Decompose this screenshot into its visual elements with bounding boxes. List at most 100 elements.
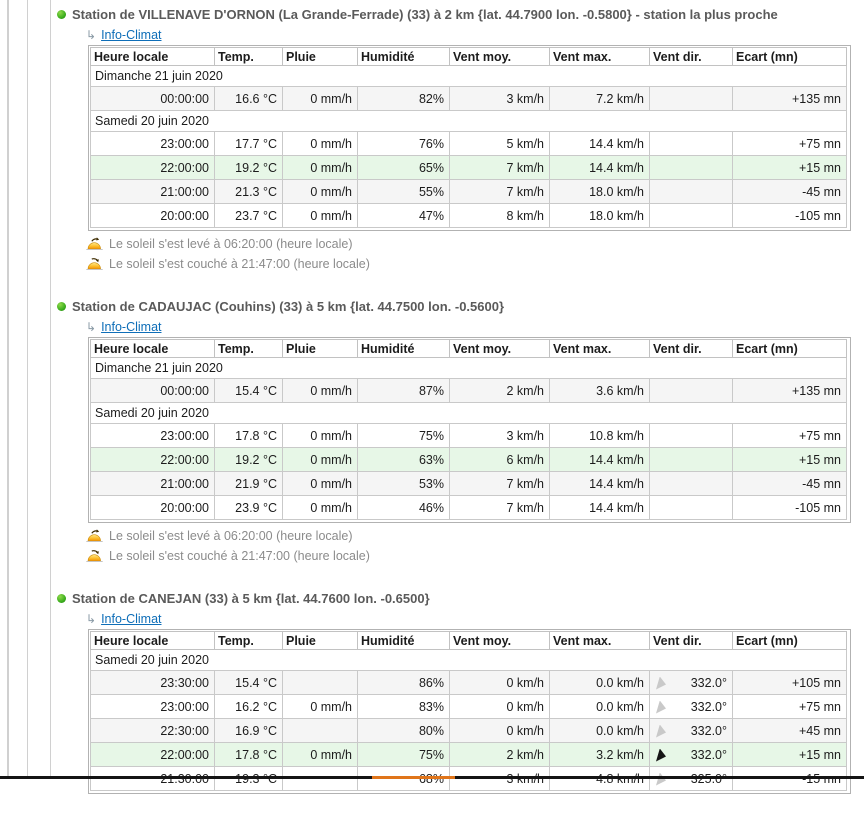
temp-cell: 16.2 °C [214, 694, 283, 719]
rain-cell: 0 mm/h [282, 471, 358, 496]
column-header: Vent dir. [649, 631, 733, 650]
wind-dir-cell [649, 423, 733, 448]
date-group-row: Dimanche 21 juin 2020 [90, 357, 847, 379]
date-group-row: Samedi 20 juin 2020 [90, 402, 847, 424]
left-gutter-line [7, 0, 9, 779]
rain-cell: 0 mm/h [282, 742, 358, 767]
humidity-cell: 86% [357, 670, 450, 695]
offset-cell: +45 mn [732, 718, 847, 743]
rain-cell: 0 mm/h [282, 203, 358, 228]
wind-max-cell: 3.2 km/h [549, 742, 650, 767]
wind-avg-cell: 0 km/h [449, 694, 550, 719]
column-header: Ecart (mn) [732, 47, 847, 66]
date-group-label: Samedi 20 juin 2020 [90, 402, 847, 424]
station-section: Station de CANEJAN (33) à 5 km {lat. 44.… [57, 591, 864, 794]
date-group-row: Dimanche 21 juin 2020 [90, 65, 847, 87]
rain-cell: 0 mm/h [282, 423, 358, 448]
info-climat-row: ↳ Info-Climat [86, 319, 864, 334]
temp-cell: 21.9 °C [214, 471, 283, 496]
return-arrow-icon: ↳ [86, 319, 97, 334]
wind-direction-arrow-icon [656, 724, 666, 738]
wind-direction-arrow-icon [656, 772, 666, 786]
sunrise-line: Le soleil s'est levé à 06:20:00 (heure l… [86, 528, 864, 543]
column-header: Ecart (mn) [732, 631, 847, 650]
return-arrow-icon: ↳ [86, 27, 97, 42]
wind-avg-cell: 5 km/h [449, 131, 550, 156]
wind-direction-value: 332.0° [690, 723, 727, 738]
sunset-text: Le soleil s'est couché à 21:47:00 (heure… [109, 256, 370, 271]
wind-dir-cell: 332.0° [649, 742, 733, 767]
rain-cell [282, 718, 358, 743]
time-cell: 20:00:00 [90, 203, 215, 228]
column-header: Heure locale [90, 47, 215, 66]
weather-data-row: 22:30:00 16.9 °C 80% 0 km/h 0.0 km/h 332.0° +4… [90, 718, 847, 743]
rain-cell: 0 mm/h [282, 155, 358, 180]
info-climat-link[interactable]: Info-Climat [101, 319, 162, 334]
offset-cell: +15 mn [732, 742, 847, 767]
rain-cell: 0 mm/h [282, 131, 358, 156]
wind-max-cell: 3.6 km/h [549, 378, 650, 403]
info-climat-row: ↳ Info-Climat [86, 611, 864, 626]
station-section: Station de CADAUJAC (Couhins) (33) à 5 k… [57, 299, 864, 563]
time-cell: 21:00:00 [90, 179, 215, 204]
wind-dir-cell [649, 378, 733, 403]
station-bullet-icon [57, 301, 66, 311]
weather-table-frame: Heure locale Temp. Pluie Humidité Vent moy. V… [88, 337, 851, 523]
wind-avg-cell: 7 km/h [449, 495, 550, 520]
wind-dir-cell: 332.0° [649, 718, 733, 743]
wind-max-cell: 7.2 km/h [549, 86, 650, 111]
weather-table: Heure locale Temp. Pluie Humidité Vent moy. V… [90, 47, 847, 228]
wind-avg-cell: 2 km/h [449, 742, 550, 767]
temp-cell: 16.6 °C [214, 86, 283, 111]
date-group-row: Samedi 20 juin 2020 [90, 110, 847, 132]
temp-cell: 17.8 °C [214, 742, 283, 767]
info-climat-link[interactable]: Info-Climat [101, 27, 162, 42]
rain-cell: 0 mm/h [282, 694, 358, 719]
left-gutter-line [50, 0, 51, 779]
offset-cell: +75 mn [732, 131, 847, 156]
sunset-icon [86, 258, 103, 270]
wind-avg-cell: 7 km/h [449, 179, 550, 204]
weather-data-row: 23:00:00 17.7 °C 0 mm/h 76% 5 km/h 14.4 km/h +… [90, 131, 847, 156]
offset-cell: -45 mn [732, 179, 847, 204]
wind-max-cell: 14.4 km/h [549, 471, 650, 496]
info-climat-link[interactable]: Info-Climat [101, 611, 162, 626]
column-header: Vent dir. [649, 339, 733, 358]
column-header: Pluie [282, 631, 358, 650]
weather-data-row: 00:00:00 15.4 °C 0 mm/h 87% 2 km/h 3.6 km/h +1… [90, 378, 847, 403]
wind-dir-cell [649, 131, 733, 156]
wind-direction-arrow-icon [656, 748, 666, 762]
sunrise-text: Le soleil s'est levé à 06:20:00 (heure l… [109, 528, 353, 543]
weather-data-row: 21:00:00 21.9 °C 0 mm/h 53% 7 km/h 14.4 km/h -… [90, 471, 847, 496]
humidity-cell: 53% [357, 471, 450, 496]
column-header: Temp. [214, 47, 283, 66]
weather-data-row: 21:00:00 21.3 °C 0 mm/h 55% 7 km/h 18.0 km/h -… [90, 179, 847, 204]
wind-dir-cell: 332.0° [649, 670, 733, 695]
column-header: Humidité [357, 47, 450, 66]
humidity-cell: 87% [357, 378, 450, 403]
station-title: Station de VILLENAVE D'ORNON (La Grande-… [72, 6, 778, 22]
station-bullet-icon [57, 9, 66, 19]
temp-cell: 17.8 °C [214, 423, 283, 448]
wind-max-cell: 0.0 km/h [549, 670, 650, 695]
sun-lines: Le soleil s'est levé à 06:20:00 (heure l… [86, 236, 864, 271]
column-header: Vent max. [549, 339, 650, 358]
offset-cell: +75 mn [732, 423, 847, 448]
humidity-cell: 75% [357, 423, 450, 448]
time-cell: 20:00:00 [90, 495, 215, 520]
weather-data-row: 23:00:00 17.8 °C 0 mm/h 75% 3 km/h 10.8 km/h +… [90, 423, 847, 448]
weather-data-row: 20:00:00 23.9 °C 0 mm/h 46% 7 km/h 14.4 km/h -… [90, 495, 847, 520]
rain-cell: 0 mm/h [282, 179, 358, 204]
column-header: Pluie [282, 339, 358, 358]
info-climat-row: ↳ Info-Climat [86, 27, 864, 42]
column-header: Humidité [357, 631, 450, 650]
time-cell: 23:30:00 [90, 670, 215, 695]
wind-max-cell: 14.4 km/h [549, 495, 650, 520]
offset-cell: -45 mn [732, 471, 847, 496]
offset-cell: +15 mn [732, 155, 847, 180]
wind-avg-cell: 0 km/h [449, 670, 550, 695]
wind-max-cell: 14.4 km/h [549, 155, 650, 180]
weather-table: Heure locale Temp. Pluie Humidité Vent moy. V… [90, 339, 847, 520]
column-header: Humidité [357, 339, 450, 358]
station-title-row: Station de CADAUJAC (Couhins) (33) à 5 k… [57, 299, 864, 314]
